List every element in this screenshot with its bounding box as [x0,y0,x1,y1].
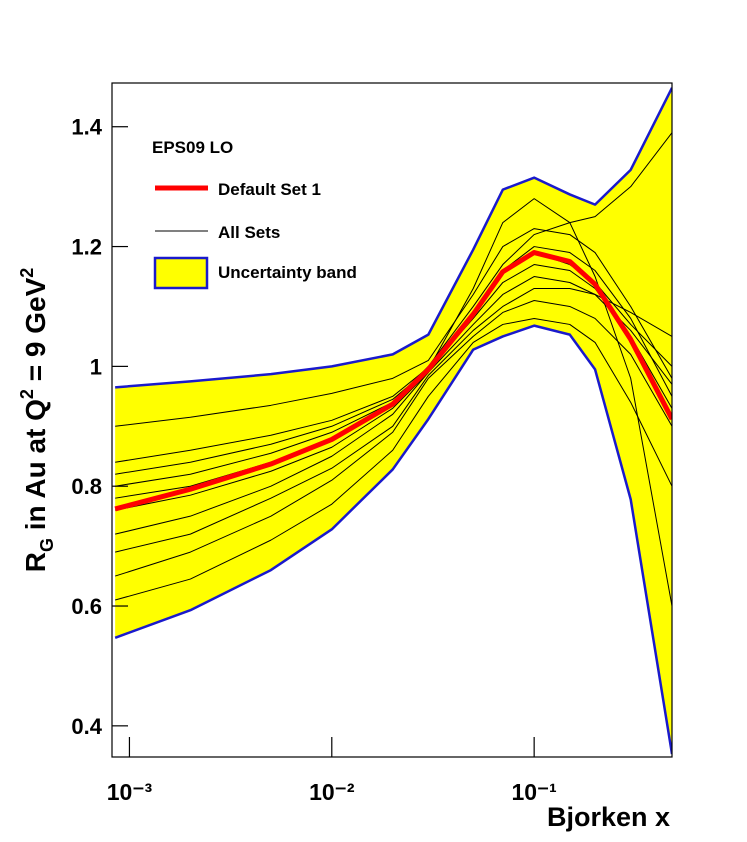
x-tick-label: 10⁻³ [107,779,153,805]
frame [111,82,673,758]
y-tick-label: 0.8 [71,474,102,499]
legend-title: EPS09 LO [152,138,233,157]
set-line [115,228,672,427]
default-line [114,250,672,512]
set-line [115,198,672,607]
y-tick-label: 1 [90,354,102,379]
x-tick-label: 10⁻¹ [511,779,556,805]
band-edge [115,87,672,389]
legend-swatch [153,256,209,290]
y-label-part: R [20,552,51,572]
y-axis-label: RG in Au at Q2 = 9 GeV2 [17,268,57,573]
x-axis-label: Bjorken x [547,802,670,832]
y-tick-label: 1.4 [71,115,102,140]
y-label-part: = 9 GeV [20,277,51,389]
set-line [115,287,672,553]
y-label-part: 2 [17,268,37,278]
y-tick-label: 0.4 [71,714,102,739]
series-group [114,87,672,755]
band-edge [114,324,672,755]
y-label-part: G [37,538,57,552]
legend-label: Uncertainty band [218,263,357,282]
x-tick-label: 10⁻² [309,779,355,805]
set-line [115,317,672,601]
legend-label: Default Set 1 [218,180,321,199]
y-tick-label: 0.6 [71,594,102,619]
y-label-part: in Au at Q [20,399,51,538]
legend-label: All Sets [218,223,280,242]
y-tick-label: 1.2 [71,235,102,260]
set-line [115,299,672,577]
y-label-part: 2 [17,389,37,399]
plot-area [114,87,672,755]
